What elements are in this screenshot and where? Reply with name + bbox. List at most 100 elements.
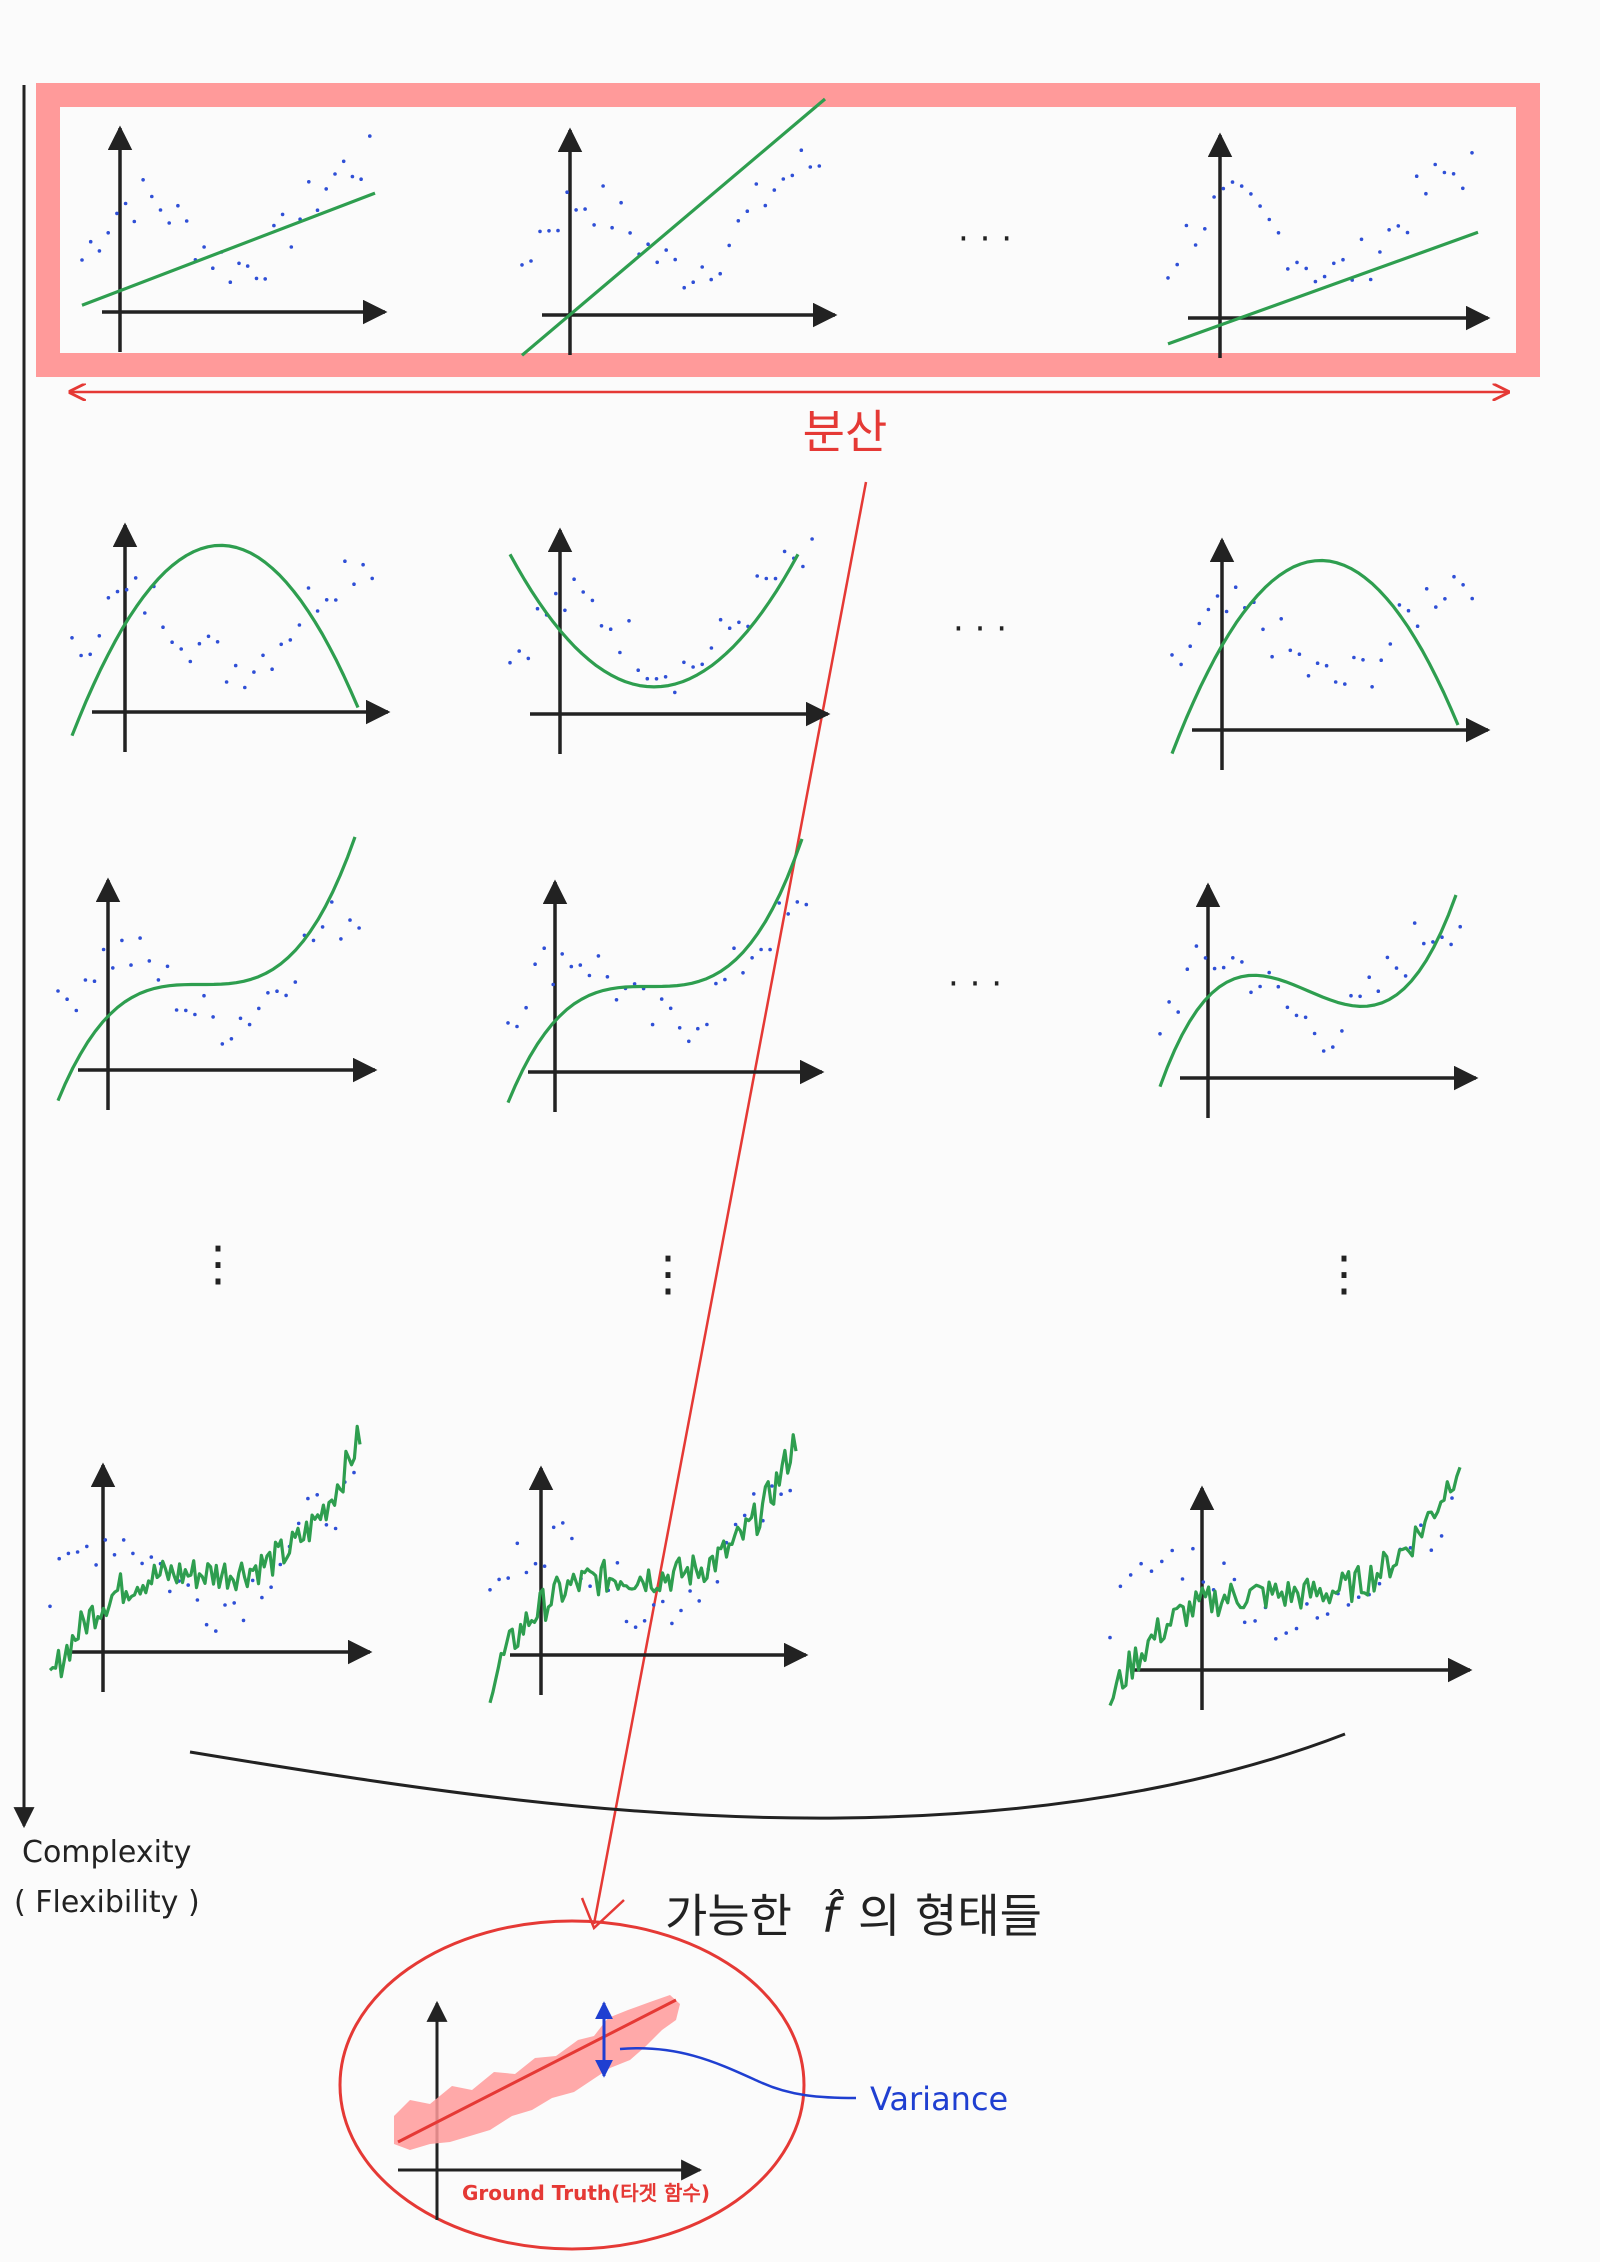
data-point — [1249, 990, 1253, 995]
data-point — [48, 1604, 52, 1609]
data-point — [601, 184, 605, 188]
fit-curve — [488, 1433, 798, 1704]
data-point — [1284, 1631, 1288, 1635]
variance-highlight-box — [36, 83, 1540, 377]
fit-curve — [506, 838, 804, 1104]
data-point — [112, 1553, 117, 1557]
data-point — [615, 1561, 620, 1565]
data-point — [179, 647, 183, 651]
data-point — [80, 258, 84, 262]
data-point — [1377, 1581, 1382, 1586]
data-point — [764, 576, 769, 581]
data-point — [533, 1561, 538, 1566]
data-point — [1324, 663, 1329, 668]
data-point — [334, 598, 338, 602]
data-point — [1288, 648, 1293, 653]
data-point — [551, 1525, 556, 1530]
data-point — [1422, 941, 1426, 946]
data-point — [608, 627, 613, 631]
data-point — [1358, 994, 1362, 999]
data-point — [1325, 1612, 1330, 1616]
data-point — [529, 259, 533, 263]
data-point — [1352, 655, 1356, 660]
data-point — [1412, 921, 1417, 925]
data-point — [1242, 1620, 1247, 1625]
data-point — [263, 277, 268, 281]
data-point — [241, 1618, 246, 1623]
data-point — [1361, 658, 1365, 662]
fit-curve — [1158, 894, 1458, 1088]
data-point — [659, 997, 664, 1001]
data-point — [184, 1008, 188, 1013]
data-point — [733, 1522, 738, 1527]
data-point — [565, 190, 569, 194]
data-point — [1221, 965, 1226, 970]
data-point — [517, 649, 521, 653]
data-point — [772, 188, 777, 192]
data-point — [1179, 662, 1183, 667]
data-point — [1285, 1005, 1290, 1010]
possible-forms-pre: 가능한 — [665, 1889, 792, 1943]
data-point — [786, 912, 790, 916]
data-point — [677, 1026, 682, 1030]
data-point — [670, 1621, 674, 1626]
data-point — [232, 1601, 236, 1605]
data-point — [790, 173, 795, 178]
data-point — [115, 589, 120, 594]
data-point — [202, 993, 206, 998]
data-point — [561, 1521, 565, 1525]
flexibility-label: ( Flexibility ) — [14, 1885, 200, 1920]
data-point — [296, 1521, 301, 1526]
data-point — [1249, 192, 1253, 196]
data-point — [115, 211, 119, 216]
data-point — [1405, 230, 1410, 235]
ground-truth-label: Ground Truth(타겟 함수) — [462, 2181, 710, 2205]
data-point — [614, 998, 619, 1002]
data-point — [569, 964, 574, 969]
data-point — [619, 200, 623, 205]
data-point — [238, 1016, 243, 1021]
data-point — [1297, 652, 1302, 656]
data-point — [233, 663, 238, 668]
data-point — [488, 1588, 492, 1592]
data-point — [732, 946, 736, 950]
data-point — [184, 219, 189, 223]
data-point — [506, 1576, 511, 1580]
data-point — [1160, 1559, 1164, 1564]
data-point — [1215, 594, 1220, 598]
data-point — [1321, 1049, 1326, 1053]
fit-curve — [1170, 558, 1460, 755]
data-point — [1185, 967, 1190, 971]
data-point — [1349, 993, 1353, 998]
data-point — [661, 1599, 665, 1604]
data-point — [1224, 609, 1229, 614]
data-point — [1175, 262, 1179, 267]
variance-kr-label: 분산 — [803, 405, 888, 459]
data-point — [147, 959, 152, 963]
data-point — [158, 208, 163, 212]
data-point — [1197, 621, 1202, 626]
data-point — [795, 900, 800, 904]
data-point — [140, 1561, 144, 1566]
ground-truth-ellipse — [338, 1919, 806, 2251]
data-point — [682, 285, 686, 290]
fit-curve — [81, 191, 376, 307]
data-point — [650, 1022, 655, 1027]
data-point — [709, 646, 714, 650]
data-point — [770, 1484, 774, 1488]
data-point — [350, 174, 355, 179]
data-point — [143, 611, 147, 615]
ellipsis-col-1: ⋮ — [194, 1236, 242, 1292]
data-point — [687, 1039, 691, 1044]
data-point — [655, 260, 659, 265]
data-point — [247, 1022, 252, 1027]
data-point — [515, 1541, 520, 1546]
data-point — [306, 586, 311, 590]
data-point — [1414, 174, 1419, 178]
grouping-bracket — [189, 1732, 1346, 1820]
data-point — [1394, 966, 1399, 970]
data-point — [1458, 924, 1462, 929]
data-point — [633, 1625, 638, 1629]
data-point — [810, 537, 814, 541]
data-point — [204, 1622, 209, 1627]
